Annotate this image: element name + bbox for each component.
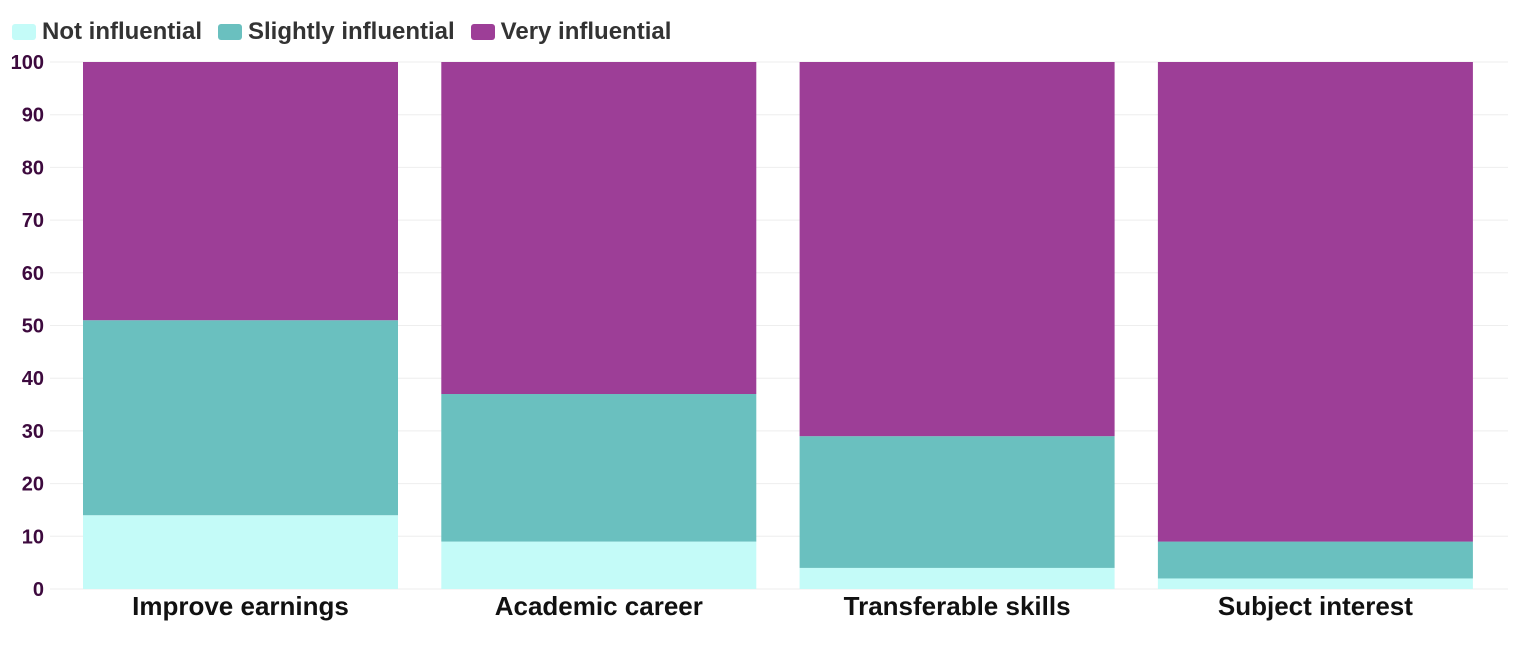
y-tick-label-10: 10 [22,526,44,548]
y-tick-label-90: 90 [22,105,44,127]
y-tick-label-20: 20 [22,474,44,496]
legend-swatch-very-influential [470,24,495,40]
bars [83,62,1473,589]
legend-label-very-influential: Very influential [500,18,672,45]
y-tick-label-40: 40 [22,368,44,390]
bar-transferable-skills-not-influential[interactable] [799,567,1115,589]
y-axis-ticks: 0 10 20 30 40 50 60 70 80 90 100 [11,52,44,601]
bar-academic-career-slightly-influential[interactable] [441,394,757,542]
x-category-label-transferable-skills: Transferable skills [844,591,1071,621]
x-category-label-subject-interest: Subject interest [1218,591,1413,621]
x-axis-labels: Improve earnings Academic career Transfera… [132,591,1413,621]
bar-transferable-skills-very-influential[interactable] [799,62,1115,437]
bar-subject-interest-slightly-influential[interactable] [1157,541,1473,579]
legend-item-slightly-influential[interactable]: Slightly influential [217,18,455,46]
bar-subject-interest-very-influential[interactable] [1157,62,1473,542]
y-tick-label-50: 50 [22,316,44,338]
y-tick-label-70: 70 [22,210,44,232]
bar-transferable-skills-slightly-influential[interactable] [799,436,1115,568]
legend-item-not-influential[interactable]: Not influential [12,18,202,46]
legend-item-very-influential[interactable]: Very influential [470,18,672,46]
bar-improve-earnings-not-influential[interactable] [83,515,398,589]
x-category-label-improve-earnings: Improve earnings [132,591,349,621]
bar-academic-career-very-influential[interactable] [441,62,757,395]
chart-legend: Not influential Slightly influential Ver… [12,14,687,50]
y-tick-label-30: 30 [22,421,44,443]
legend-label-slightly-influential: Slightly influential [247,18,455,45]
legend-swatch-not-influential [12,24,36,40]
y-tick-label-80: 80 [22,157,44,179]
bar-improve-earnings-slightly-influential[interactable] [83,320,398,516]
legend-swatch-slightly-influential [217,24,242,40]
y-tick-label-0: 0 [33,579,44,601]
bar-improve-earnings-very-influential[interactable] [83,62,398,321]
y-tick-label-60: 60 [22,263,44,285]
x-category-label-academic-career: Academic career [495,591,703,621]
bar-subject-interest-not-influential[interactable] [1157,578,1473,589]
bar-academic-career-not-influential[interactable] [441,541,757,589]
legend-label-not-influential: Not influential [42,18,202,45]
y-tick-label-100: 100 [11,52,44,74]
